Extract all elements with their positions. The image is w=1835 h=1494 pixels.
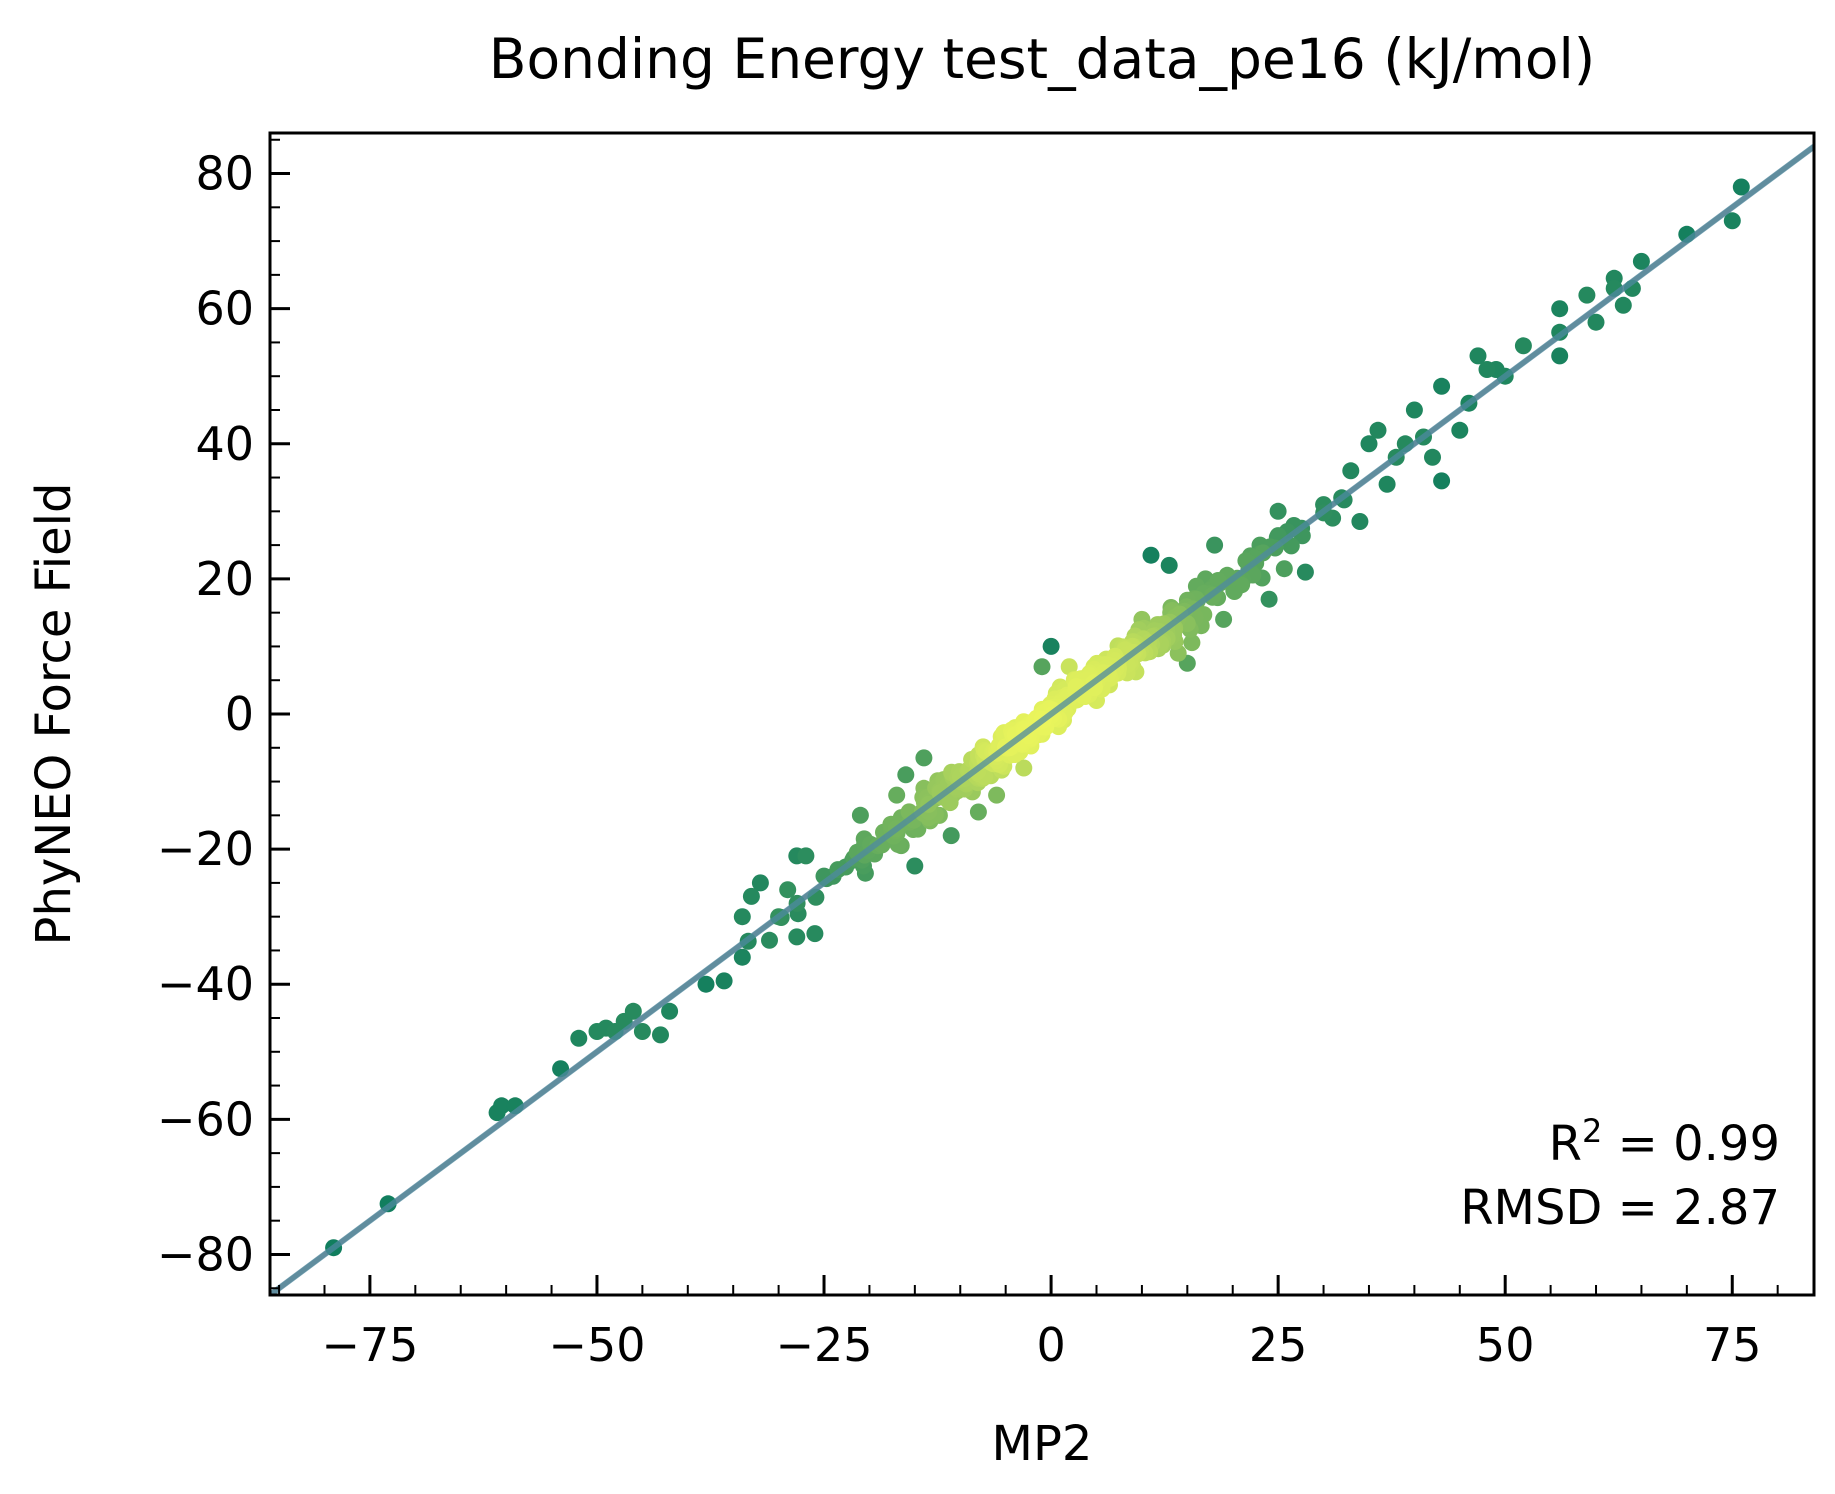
y-tick-label: 80 bbox=[195, 147, 254, 201]
data-point bbox=[806, 925, 824, 943]
data-point bbox=[493, 1097, 511, 1115]
x-tick-label: −50 bbox=[548, 1318, 645, 1372]
data-point bbox=[624, 1002, 642, 1020]
data-point bbox=[1469, 347, 1487, 365]
data-point bbox=[1033, 658, 1051, 676]
data-point bbox=[1015, 759, 1033, 777]
x-tick-label: −25 bbox=[775, 1318, 872, 1372]
data-point bbox=[897, 766, 915, 784]
data-point bbox=[1514, 337, 1532, 355]
y-tick-label: −40 bbox=[157, 957, 254, 1011]
data-point bbox=[1723, 212, 1741, 230]
data-point bbox=[1478, 361, 1496, 378]
data-point bbox=[1369, 421, 1387, 439]
data-point bbox=[1296, 563, 1314, 581]
r-squared-annotation: R2 = 0.99 bbox=[1549, 1112, 1780, 1172]
data-point bbox=[1215, 610, 1233, 628]
data-point bbox=[1732, 178, 1750, 196]
data-point bbox=[942, 827, 960, 845]
data-point bbox=[697, 975, 715, 993]
x-tick-label: 25 bbox=[1249, 1318, 1308, 1372]
data-point bbox=[570, 1029, 588, 1047]
y-tick-label: 40 bbox=[195, 417, 254, 471]
data-point bbox=[761, 931, 778, 949]
data-point bbox=[1275, 560, 1293, 578]
data-point bbox=[751, 874, 769, 892]
data-point bbox=[1042, 637, 1060, 655]
data-point bbox=[1433, 377, 1451, 395]
data-point bbox=[797, 847, 815, 865]
data-point bbox=[1060, 658, 1078, 676]
data-point bbox=[941, 793, 959, 811]
data-point bbox=[1183, 634, 1201, 652]
x-axis-ticks: −75 −50 −25 0 25 50 75 bbox=[278, 1275, 1779, 1372]
data-point bbox=[1360, 435, 1378, 453]
rmsd-annotation: RMSD = 2.87 bbox=[1460, 1180, 1780, 1236]
y-axis-ticks: −80 −60 −40 −20 0 20 40 60 80 bbox=[157, 138, 290, 1290]
y-tick-label: 0 bbox=[225, 687, 254, 741]
r2-exponent: 2 bbox=[1582, 1112, 1602, 1150]
r2-symbol: R bbox=[1549, 1116, 1582, 1172]
data-point bbox=[788, 928, 806, 946]
data-point bbox=[715, 972, 733, 990]
data-point bbox=[906, 857, 924, 875]
y-tick-label: −20 bbox=[157, 822, 254, 876]
data-point bbox=[1551, 347, 1569, 365]
data-point bbox=[851, 806, 869, 824]
y-tick-label: 60 bbox=[195, 282, 254, 336]
data-point bbox=[1225, 583, 1243, 600]
x-tick-label: 50 bbox=[1476, 1318, 1535, 1372]
data-point bbox=[1351, 513, 1369, 530]
x-tick-label: 0 bbox=[1036, 1318, 1065, 1372]
data-point bbox=[1160, 556, 1178, 574]
data-point bbox=[1451, 421, 1469, 439]
data-point bbox=[1551, 300, 1569, 318]
data-point bbox=[1424, 448, 1441, 466]
data-point bbox=[1206, 536, 1224, 554]
data-point bbox=[915, 749, 933, 767]
chart-title: Bonding Energy test_data_pe16 (kJ/mol) bbox=[489, 27, 1595, 91]
plot-area bbox=[270, 144, 1814, 1295]
data-point bbox=[742, 887, 760, 905]
data-point bbox=[733, 908, 751, 926]
data-point bbox=[779, 881, 797, 899]
r2-value: = 0.99 bbox=[1602, 1116, 1780, 1172]
data-point bbox=[988, 786, 1006, 804]
y-tick-label: −60 bbox=[157, 1092, 254, 1146]
x-axis-label: MP2 bbox=[992, 1416, 1093, 1472]
data-point bbox=[661, 1002, 679, 1020]
data-point bbox=[733, 948, 751, 966]
data-point bbox=[1342, 462, 1360, 480]
data-point bbox=[969, 803, 987, 821]
data-point bbox=[1142, 546, 1160, 564]
data-point bbox=[1269, 502, 1287, 520]
data-point bbox=[888, 786, 906, 804]
data-point bbox=[1587, 313, 1605, 331]
data-point bbox=[1614, 296, 1632, 314]
x-tick-label: 75 bbox=[1703, 1318, 1762, 1372]
data-point bbox=[1433, 472, 1451, 490]
y-tick-label: −80 bbox=[157, 1227, 254, 1281]
y-axis-label: PhyNEO Force Field bbox=[26, 483, 82, 946]
data-point bbox=[1260, 590, 1278, 608]
data-point bbox=[652, 1026, 669, 1044]
data-point bbox=[1378, 475, 1396, 493]
y-tick-label: 20 bbox=[195, 552, 254, 606]
data-point bbox=[1405, 401, 1423, 419]
data-point bbox=[1632, 252, 1650, 270]
data-point bbox=[1578, 286, 1596, 304]
regression-fit-line bbox=[270, 144, 1814, 1295]
data-point bbox=[633, 1023, 651, 1040]
x-tick-label: −75 bbox=[321, 1318, 418, 1372]
